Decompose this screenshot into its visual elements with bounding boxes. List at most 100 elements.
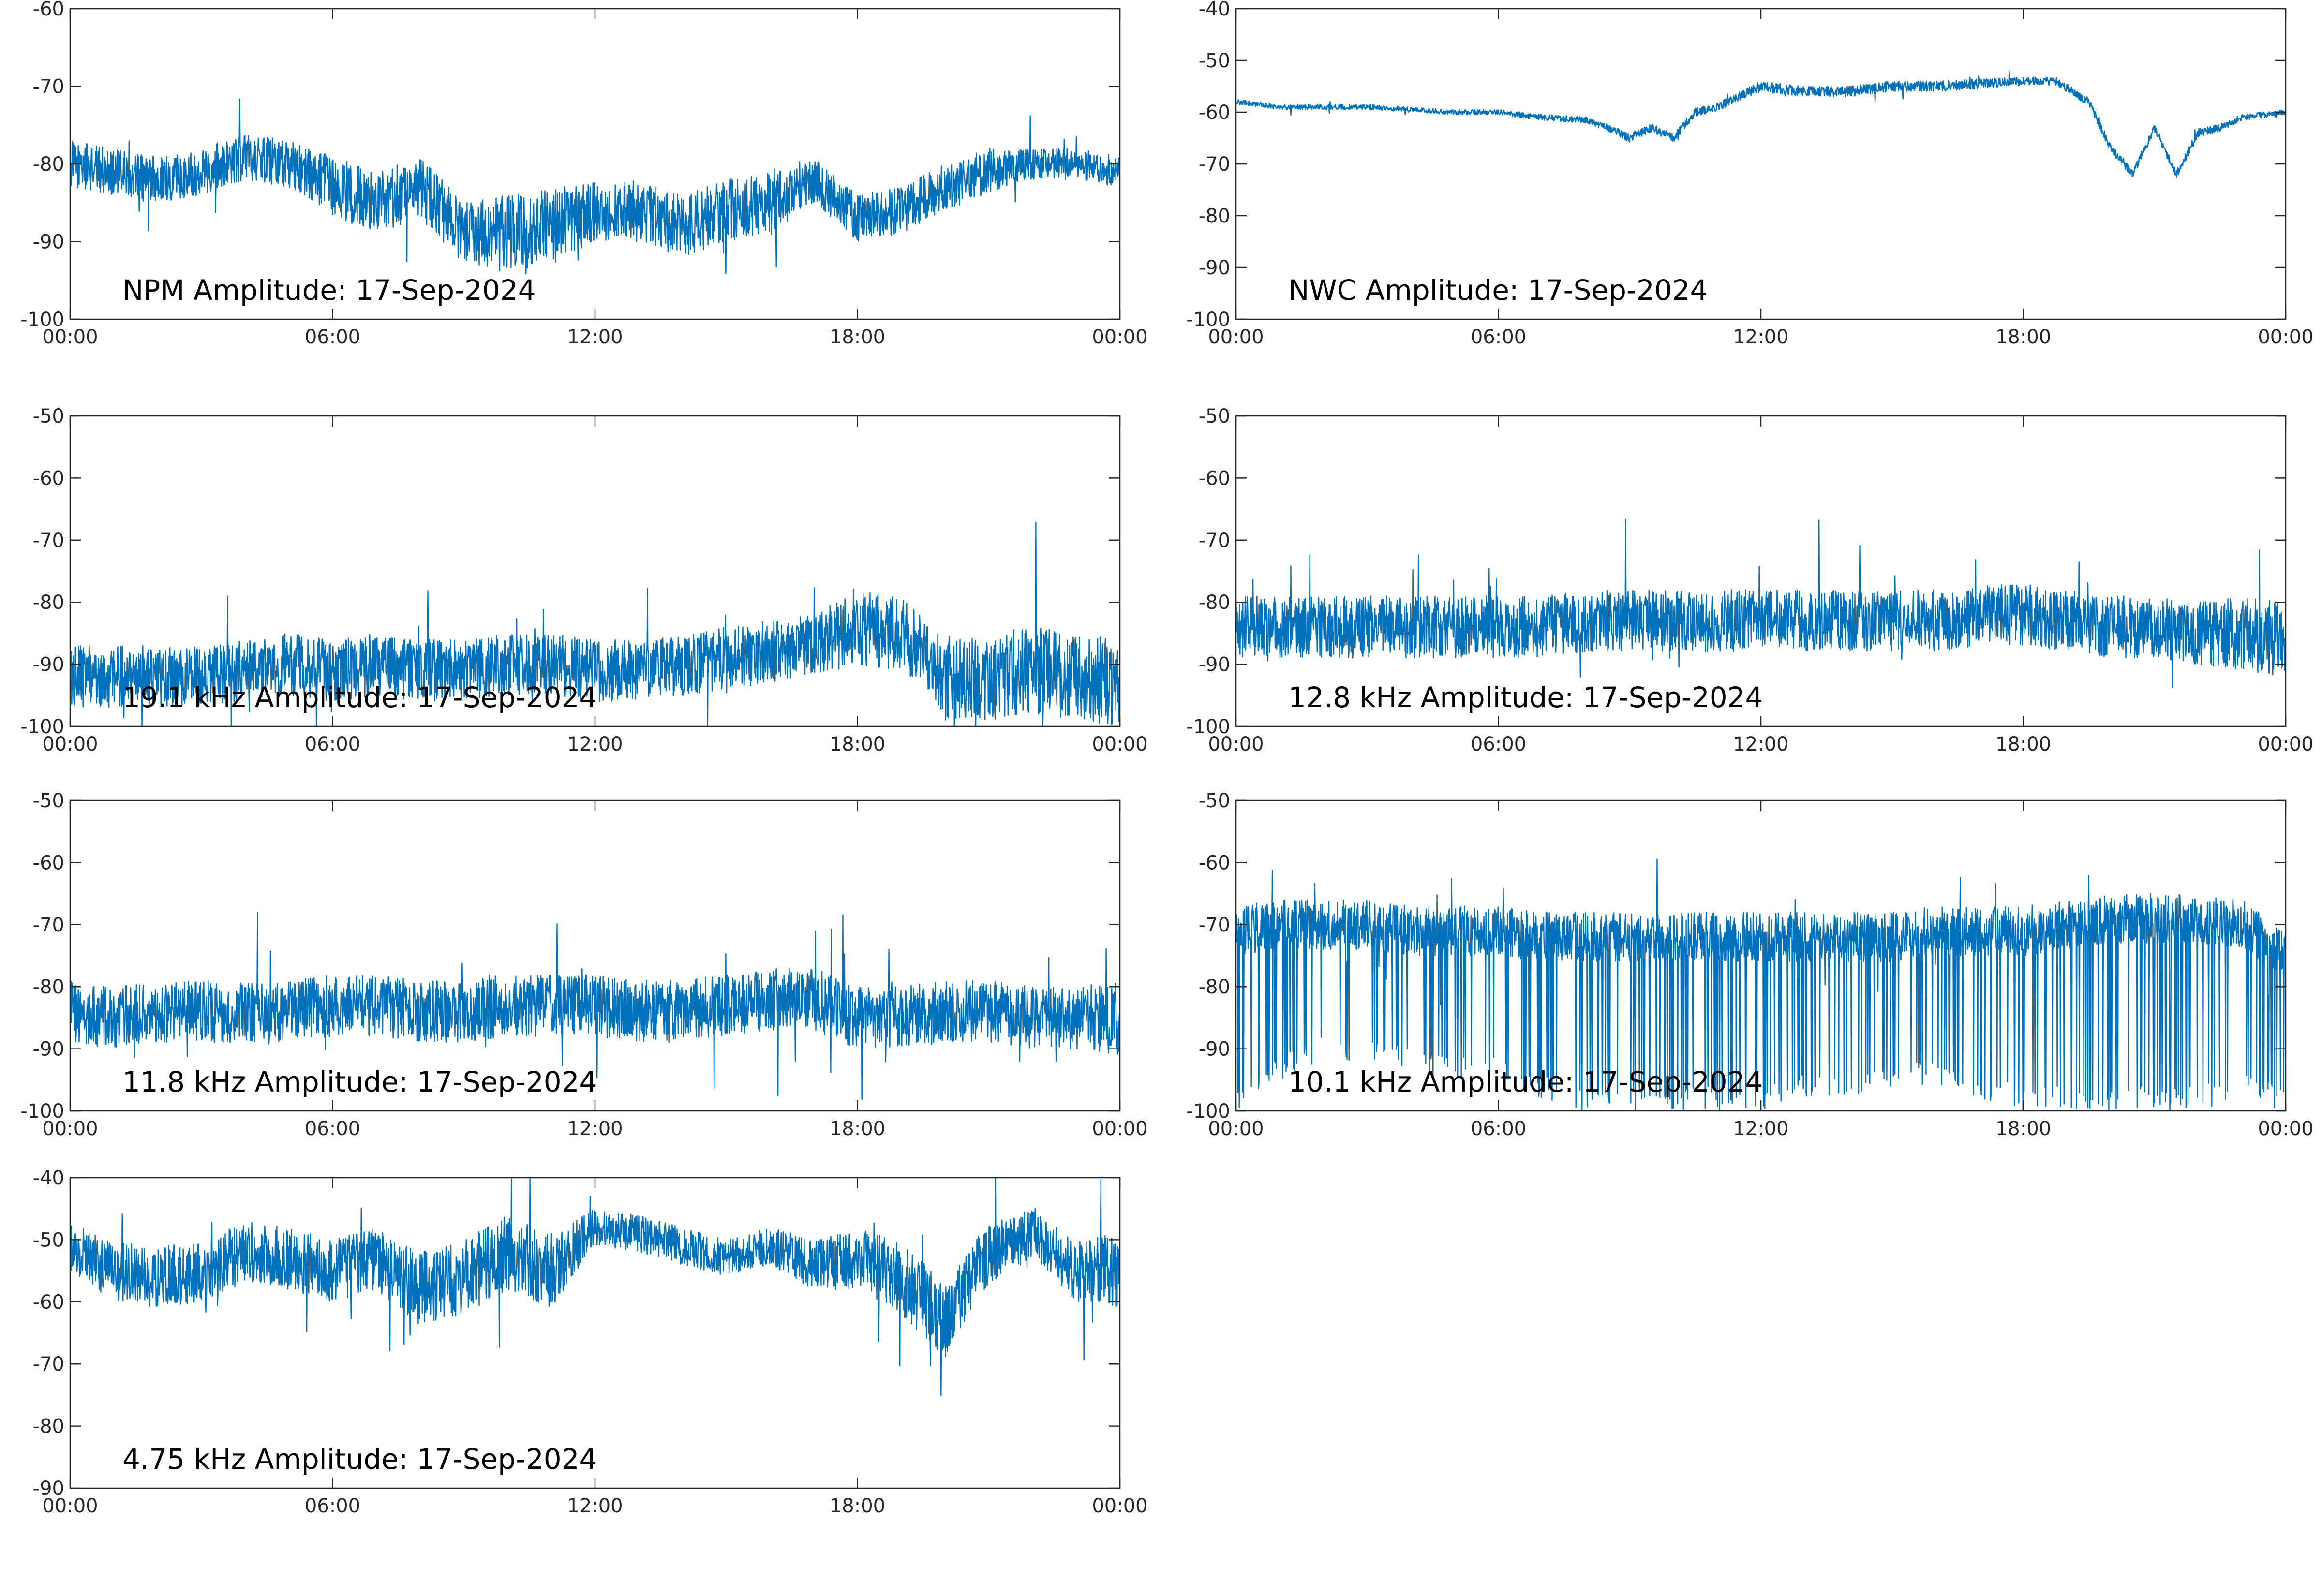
y-tick-label: -50 bbox=[33, 405, 64, 428]
panel-2: 00:00 06:00 12:00 18:00 00:00 -40 -50 -60 -70 -80… bbox=[1186, 0, 2313, 348]
axes-box bbox=[69, 799, 1121, 1112]
x-tick-label: 00:00 bbox=[2258, 1118, 2313, 1140]
panel-title: 19.1 kHz Amplitude: 17-Sep-2024 bbox=[122, 681, 597, 714]
y-tick-label: -100 bbox=[20, 1100, 64, 1123]
series-line bbox=[70, 1178, 1120, 1396]
y-tick-label: -60 bbox=[33, 1291, 64, 1314]
y-tick-label: -70 bbox=[1199, 914, 1230, 936]
panel-title: NPM Amplitude: 17-Sep-2024 bbox=[122, 274, 536, 307]
x-tick-label: 00:00 bbox=[1092, 1495, 1147, 1517]
y-tick-label: -80 bbox=[1199, 591, 1230, 614]
y-tick-label: -40 bbox=[33, 1167, 64, 1189]
x-tick-label: 00:00 bbox=[1208, 733, 1264, 755]
x-tick-label: 06:00 bbox=[1471, 326, 1526, 348]
y-tick-label: -70 bbox=[33, 76, 64, 98]
x-tick-label: 00:00 bbox=[1208, 1118, 1264, 1140]
y-tick-label: -60 bbox=[33, 0, 64, 20]
x-tick-label: 12:00 bbox=[567, 1495, 623, 1517]
x-tick-label: 12:00 bbox=[567, 733, 623, 755]
y-tick-label: -60 bbox=[33, 852, 64, 874]
y-tick-label: -90 bbox=[33, 231, 64, 253]
series-line bbox=[1236, 858, 2286, 1111]
y-tick-label: -50 bbox=[1199, 405, 1230, 428]
x-tick-label: 06:00 bbox=[1471, 1118, 1526, 1140]
y-tick-label: -60 bbox=[33, 467, 64, 489]
y-tick-label: -90 bbox=[1199, 1038, 1230, 1061]
y-tick-label: -100 bbox=[20, 309, 64, 331]
panel-title: 11.8 kHz Amplitude: 17-Sep-2024 bbox=[122, 1065, 597, 1098]
y-tick-label: -70 bbox=[33, 1353, 64, 1375]
x-tick-label: 06:00 bbox=[305, 733, 360, 755]
y-tick-label: -60 bbox=[1199, 852, 1230, 874]
x-tick-label: 00:00 bbox=[2258, 326, 2313, 348]
series-line bbox=[70, 912, 1120, 1100]
axes-box bbox=[1235, 8, 2287, 320]
panel-title: NWC Amplitude: 17-Sep-2024 bbox=[1288, 274, 1708, 307]
y-tick-label: -70 bbox=[33, 530, 64, 552]
y-tick-label: -80 bbox=[33, 591, 64, 614]
panel-7: 00:00 06:00 12:00 18:00 00:00 -40 -50 -60 -70 -80… bbox=[33, 1167, 1148, 1517]
x-tick-label: 06:00 bbox=[1471, 733, 1526, 755]
y-tick-label: -90 bbox=[1199, 257, 1230, 279]
y-tick-label: -80 bbox=[33, 153, 64, 176]
x-tick-label: 00:00 bbox=[2258, 733, 2313, 755]
series-line bbox=[1236, 519, 2286, 688]
y-tick-label: -70 bbox=[33, 914, 64, 936]
y-tick-label: -80 bbox=[1199, 205, 1230, 227]
y-tick-label: -50 bbox=[33, 1229, 64, 1251]
y-tick-label: -90 bbox=[33, 1478, 64, 1500]
y-tick-label: -80 bbox=[1199, 976, 1230, 998]
y-tick-label: -100 bbox=[1186, 716, 1230, 738]
series-line bbox=[70, 521, 1120, 726]
x-tick-label: 12:00 bbox=[1733, 326, 1788, 348]
series-line bbox=[70, 98, 1120, 275]
y-tick-label: -100 bbox=[1186, 1100, 1230, 1123]
x-tick-label: 00:00 bbox=[1208, 326, 1264, 348]
x-tick-label: 00:00 bbox=[1092, 326, 1147, 348]
panel-title: 10.1 kHz Amplitude: 17-Sep-2024 bbox=[1288, 1065, 1763, 1098]
series-line bbox=[1236, 70, 2286, 178]
panel-4: 00:00 06:00 12:00 18:00 00:00 -50 -60 -70 -80 -90… bbox=[1186, 405, 2313, 755]
panel-title: 4.75 kHz Amplitude: 17-Sep-2024 bbox=[122, 1443, 597, 1476]
y-tick-label: -50 bbox=[1199, 790, 1230, 812]
x-tick-label: 12:00 bbox=[1733, 733, 1788, 755]
x-tick-label: 00:00 bbox=[42, 326, 98, 348]
panel-5: 00:00 06:00 12:00 18:00 00:00 -50 -60 -70 -80 -90… bbox=[20, 790, 1147, 1140]
panel-3: 00:00 06:00 12:00 18:00 00:00 -50 -60 -70 -80 -90… bbox=[20, 405, 1147, 755]
x-tick-label: 06:00 bbox=[305, 1118, 360, 1140]
y-tick-label: -100 bbox=[20, 716, 64, 738]
x-tick-label: 18:00 bbox=[830, 1495, 885, 1517]
x-tick-label: 00:00 bbox=[42, 1118, 98, 1140]
y-tick-label: -80 bbox=[33, 976, 64, 998]
y-tick-label: -90 bbox=[1199, 654, 1230, 676]
y-tick-label: -60 bbox=[1199, 102, 1230, 124]
x-tick-label: 12:00 bbox=[567, 1118, 623, 1140]
y-tick-label: -90 bbox=[33, 654, 64, 676]
x-tick-label: 06:00 bbox=[305, 1495, 360, 1517]
y-tick-label: -60 bbox=[1199, 467, 1230, 489]
y-tick-label: -70 bbox=[1199, 530, 1230, 552]
x-tick-label: 00:00 bbox=[1092, 1118, 1147, 1140]
x-tick-label: 18:00 bbox=[1995, 1118, 2051, 1140]
x-tick-label: 06:00 bbox=[305, 326, 360, 348]
panel-6: 00:00 06:00 12:00 18:00 00:00 -50 -60 -70 -80 -90… bbox=[1186, 790, 2313, 1140]
x-tick-label: 12:00 bbox=[1733, 1118, 1788, 1140]
x-tick-label: 18:00 bbox=[830, 1118, 885, 1140]
y-tick-label: -50 bbox=[33, 790, 64, 812]
y-tick-label: -70 bbox=[1199, 153, 1230, 176]
x-tick-label: 12:00 bbox=[567, 326, 623, 348]
panel-title: 12.8 kHz Amplitude: 17-Sep-2024 bbox=[1288, 681, 1763, 714]
x-tick-label: 00:00 bbox=[1092, 733, 1147, 755]
y-tick-label: -90 bbox=[33, 1038, 64, 1061]
y-tick-label: -100 bbox=[1186, 309, 1230, 331]
panel-1: 00:00 06:00 12:00 18:00 00:00 -60 -70 -80 -90 -10… bbox=[20, 0, 1147, 348]
x-tick-label: 00:00 bbox=[42, 733, 98, 755]
y-tick-label: -50 bbox=[1199, 50, 1230, 72]
y-tick-label: -40 bbox=[1199, 0, 1230, 20]
axes-box bbox=[1235, 415, 2287, 727]
x-tick-label: 18:00 bbox=[1995, 733, 2051, 755]
y-tick-label: -80 bbox=[33, 1416, 64, 1438]
x-tick-label: 18:00 bbox=[830, 326, 885, 348]
x-tick-label: 18:00 bbox=[830, 733, 885, 755]
